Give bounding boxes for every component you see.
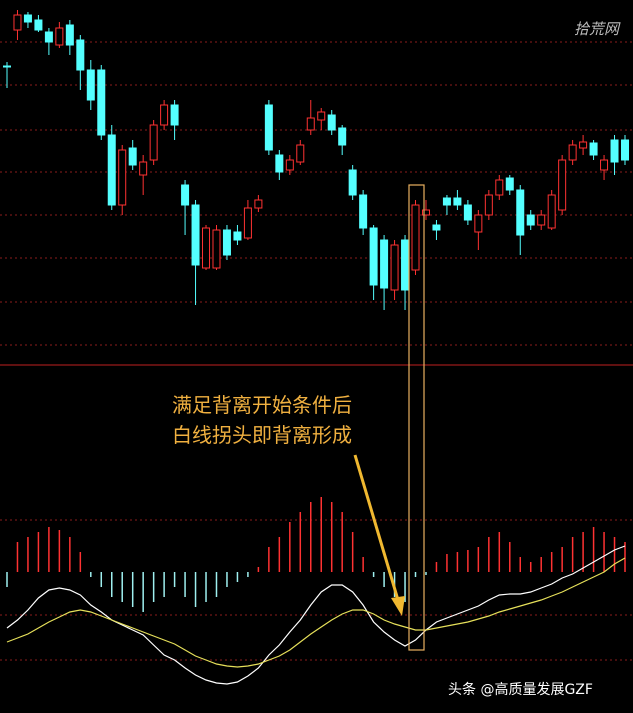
candle-body xyxy=(97,69,106,136)
candle-body xyxy=(568,144,577,161)
candle-body xyxy=(306,117,315,131)
candle-body xyxy=(254,199,263,209)
footer: 头条 @高质量发展GZF xyxy=(448,681,593,698)
candle-body xyxy=(128,147,137,166)
arrow xyxy=(353,454,400,601)
candle-body xyxy=(170,104,179,126)
candle-body xyxy=(589,142,598,156)
candle-body xyxy=(495,179,504,196)
plot xyxy=(3,10,629,685)
watermark: 拾荒网 xyxy=(574,20,621,38)
candle-body xyxy=(149,124,158,161)
candle-body xyxy=(442,197,451,206)
candle-body xyxy=(484,194,493,216)
candle-body xyxy=(537,214,546,226)
candle-body xyxy=(118,149,127,206)
arrow-head xyxy=(391,596,405,616)
candle-body xyxy=(610,139,619,163)
candle-body xyxy=(264,104,273,151)
candle-body xyxy=(526,214,535,226)
candle-body xyxy=(369,227,378,286)
candle-body xyxy=(65,24,74,46)
candle-body xyxy=(3,65,11,68)
candle-body xyxy=(453,197,462,206)
candle-body xyxy=(296,144,305,163)
candle-body xyxy=(432,224,441,231)
candle-body xyxy=(160,104,169,126)
candle-body xyxy=(55,27,64,46)
candle-body xyxy=(191,204,200,266)
candle-body xyxy=(23,14,32,23)
candle-body xyxy=(285,159,294,171)
candle-body xyxy=(547,194,556,229)
candle-body xyxy=(505,177,514,191)
candle-body xyxy=(243,207,252,239)
candle-body xyxy=(421,209,430,216)
dea-line xyxy=(6,557,626,668)
candle-body xyxy=(348,169,357,196)
candle-body xyxy=(621,139,629,161)
candle-body xyxy=(359,194,368,229)
candle-body xyxy=(327,114,336,131)
candle-body xyxy=(233,231,242,241)
candle-body xyxy=(13,14,22,31)
candle-body xyxy=(317,111,326,121)
candle-body xyxy=(474,214,483,233)
candle-body xyxy=(86,69,95,101)
candle-body xyxy=(338,127,347,146)
candle-body xyxy=(463,204,472,221)
candle-body xyxy=(401,239,410,291)
candle-body xyxy=(558,159,567,211)
candle-body xyxy=(411,204,420,271)
candle-body xyxy=(44,31,53,43)
candle-body xyxy=(76,39,85,71)
candle-body xyxy=(107,134,116,206)
candle-body xyxy=(202,227,211,269)
grid xyxy=(0,41,633,661)
candle-body xyxy=(34,19,43,31)
candle-body xyxy=(181,184,190,206)
candle-body xyxy=(212,229,221,269)
candle-body xyxy=(600,159,609,171)
highlight-box xyxy=(408,184,425,651)
candle-body xyxy=(390,244,399,291)
dif-line xyxy=(6,545,626,685)
candle-body xyxy=(275,154,284,173)
candle-body xyxy=(380,239,389,289)
candle-body xyxy=(516,189,525,236)
candle-body xyxy=(222,229,231,256)
candle-body xyxy=(579,141,588,149)
candle-body xyxy=(139,161,148,176)
annotation: 满足背离开始条件后 xyxy=(172,393,352,417)
annotation: 白线拐头即背离形成 xyxy=(172,423,352,447)
